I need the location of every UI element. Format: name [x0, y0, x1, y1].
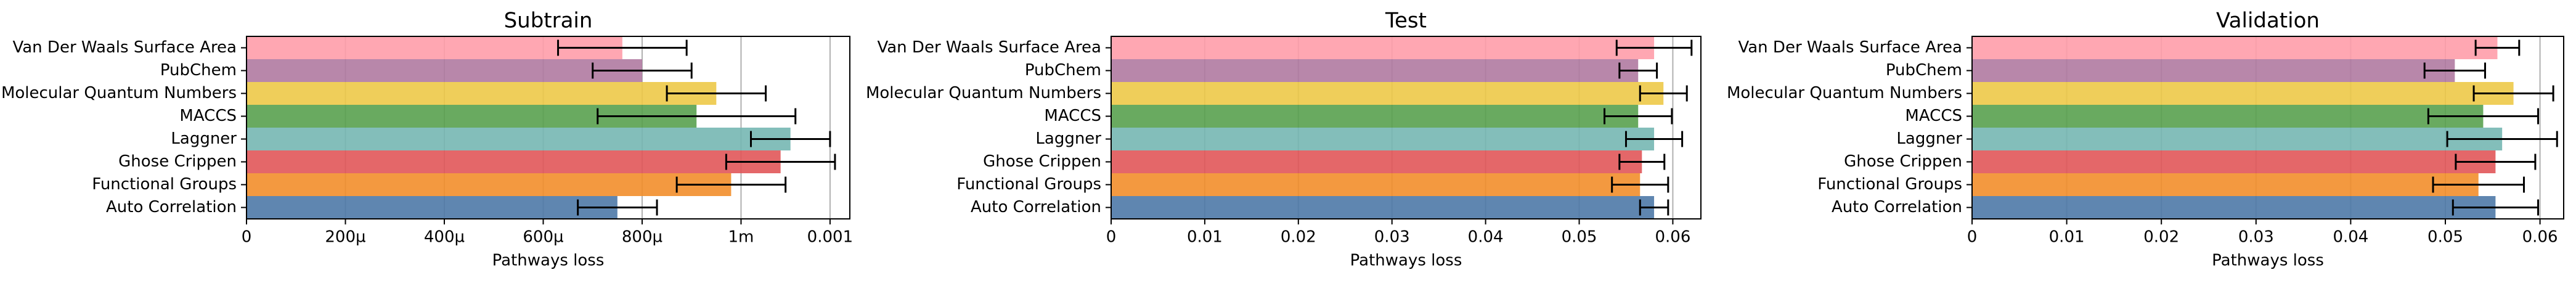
- x-tick-label: 0.06: [1655, 228, 1690, 247]
- y-tick-label: Functional Groups: [92, 175, 237, 194]
- bar: [247, 82, 717, 105]
- x-tick-label: 0.04: [2333, 228, 2368, 247]
- bar: [1972, 82, 2514, 105]
- y-tick-label: Molecular Quantum Numbers: [866, 84, 1101, 102]
- y-tick-label: PubChem: [1025, 61, 1101, 80]
- bar: [1972, 173, 2479, 196]
- bar: [247, 196, 618, 219]
- x-tick-label: 0: [1106, 228, 1117, 247]
- y-tick-label: Molecular Quantum Numbers: [1727, 84, 1962, 102]
- y-tick-label: PubChem: [160, 61, 237, 80]
- x-tick-label: 200µ: [325, 228, 365, 247]
- y-tick-label: Auto Correlation: [106, 198, 237, 216]
- x-tick-label: 0.001: [807, 228, 853, 247]
- y-tick-label: Laggner: [171, 129, 237, 148]
- x-tick-label: 600µ: [523, 228, 563, 247]
- chart-title: Subtrain: [504, 9, 593, 33]
- y-tick-label: Van Der Waals Surface Area: [1738, 38, 1962, 57]
- bar: [247, 173, 732, 196]
- bar: [1972, 196, 2496, 219]
- x-tick-label: 0: [1967, 228, 1978, 247]
- x-tick-label: 1m: [728, 228, 754, 247]
- plot-frame: [1111, 36, 1702, 219]
- x-tick-label: 0: [242, 228, 252, 247]
- chart-title: Validation: [2216, 9, 2320, 33]
- x-tick-label: 0.01: [2049, 228, 2085, 247]
- y-tick-label: Auto Correlation: [971, 198, 1101, 216]
- bar: [1111, 196, 1655, 219]
- x-tick-label: 0.02: [2143, 228, 2179, 247]
- y-tick-label: Laggner: [1896, 129, 1962, 148]
- bar: [1111, 36, 1655, 59]
- x-tick-label: 400µ: [424, 228, 465, 247]
- y-tick-label: Functional Groups: [956, 175, 1101, 194]
- bar: [1972, 128, 2503, 150]
- bar: [1111, 173, 1641, 196]
- y-tick-label: Laggner: [1035, 129, 1101, 148]
- x-tick-label: 0.06: [2522, 228, 2558, 247]
- x-tick-label: 0.01: [1187, 228, 1223, 247]
- y-tick-label: Auto Correlation: [1832, 198, 1962, 216]
- x-tick-label: 0.03: [1374, 228, 1410, 247]
- bar: [247, 150, 781, 173]
- bar: [247, 128, 791, 150]
- x-axis-label: Pathways loss: [2212, 252, 2324, 270]
- bar: [1111, 150, 1642, 173]
- x-tick-label: 0.05: [1562, 228, 1597, 247]
- x-tick-label: 0.02: [1281, 228, 1316, 247]
- y-tick-label: MACCS: [179, 107, 237, 125]
- y-tick-label: Ghose Crippen: [118, 152, 237, 171]
- y-tick-label: MACCS: [1905, 107, 1962, 125]
- y-tick-label: Ghose Crippen: [1844, 152, 1962, 171]
- bar: [1111, 128, 1655, 150]
- bar: [1972, 59, 2455, 82]
- bar: [247, 59, 642, 82]
- plot-frame: [246, 36, 850, 219]
- y-tick-label: Van Der Waals Surface Area: [877, 38, 1101, 57]
- x-tick-label: 0.05: [2427, 228, 2463, 247]
- chart-title: Test: [1385, 9, 1427, 33]
- y-tick-label: MACCS: [1044, 107, 1101, 125]
- bar: [1111, 59, 1639, 82]
- y-tick-label: PubChem: [1886, 61, 1962, 80]
- plot-frame: [1971, 36, 2564, 219]
- bar: [1972, 105, 2484, 128]
- bar: [1111, 82, 1664, 105]
- bar: [1111, 105, 1639, 128]
- y-tick-label: Functional Groups: [1817, 175, 1962, 194]
- y-tick-label: Van Der Waals Surface Area: [12, 38, 237, 57]
- x-tick-label: 0.04: [1468, 228, 1504, 247]
- x-tick-label: 800µ: [622, 228, 662, 247]
- x-axis-label: Pathways loss: [1350, 252, 1462, 270]
- y-tick-label: Molecular Quantum Numbers: [1, 84, 237, 102]
- x-tick-label: 0.03: [2238, 228, 2274, 247]
- y-tick-label: Ghose Crippen: [983, 152, 1101, 171]
- x-axis-label: Pathways loss: [492, 252, 605, 270]
- bar: [1972, 150, 2496, 173]
- bar: [1972, 36, 2498, 59]
